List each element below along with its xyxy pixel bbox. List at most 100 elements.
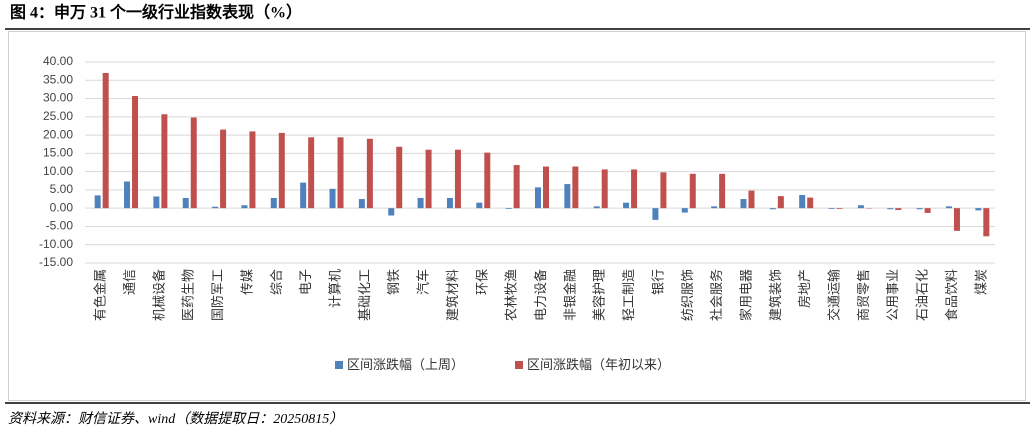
y-tick-label: 30.00 [43, 91, 73, 105]
bar [103, 73, 109, 208]
x-tick-label: 美容护理 [592, 269, 607, 321]
x-tick-label: 医药生物 [181, 269, 196, 321]
y-tick-label: 15.00 [43, 146, 73, 160]
bar [514, 165, 520, 208]
bar [330, 189, 336, 208]
bar [895, 208, 901, 210]
x-tick-label: 基础化工 [357, 269, 372, 321]
bar [271, 198, 277, 208]
bar [572, 167, 578, 209]
bar [396, 147, 402, 208]
bar [388, 208, 394, 215]
x-tick-label: 电子 [298, 269, 313, 295]
bar [954, 208, 960, 231]
x-tick-label: 交通运输 [827, 269, 842, 321]
y-tick-label: -15.00 [39, 255, 73, 269]
legend-swatch [515, 361, 523, 369]
bar [308, 137, 314, 208]
bar [124, 182, 130, 209]
y-tick-label: 5.00 [50, 182, 74, 196]
bar [652, 208, 658, 220]
bar [740, 199, 746, 208]
bar [543, 167, 549, 209]
bar [925, 208, 931, 213]
bar [338, 137, 344, 208]
x-tick-label: 银行 [650, 269, 665, 295]
bar [778, 196, 784, 208]
bar [770, 208, 776, 209]
bar [455, 150, 461, 208]
x-tick-label: 汽车 [416, 269, 431, 295]
x-tick-label: 电力设备 [533, 269, 548, 321]
bar [858, 205, 864, 208]
chart-title: 图 4：申万 31 个一级行业指数表现（%） [10, 3, 302, 22]
y-tick-label: 0.00 [50, 200, 74, 214]
legend-label: 区间涨跌幅（上周） [347, 357, 464, 372]
bar [682, 208, 688, 212]
x-tick-label: 商贸零售 [856, 269, 871, 321]
bar [132, 96, 138, 208]
bar [279, 133, 285, 208]
y-tick-label: 35.00 [43, 72, 73, 86]
bar [711, 206, 717, 208]
x-tick-label: 石油石化 [915, 269, 930, 321]
bar [623, 203, 629, 208]
y-tick-label: 40.00 [43, 54, 73, 68]
x-tick-label: 社会服务 [709, 269, 724, 321]
bar [95, 195, 101, 208]
x-tick-label: 非银金融 [562, 269, 577, 321]
bar [887, 208, 893, 209]
bar [807, 198, 813, 209]
x-tick-label: 计算机 [328, 269, 343, 308]
x-tick-label: 公用事业 [885, 269, 900, 321]
chart-frame [9, 32, 1026, 401]
bar [564, 184, 570, 208]
bar [837, 208, 843, 209]
bar [602, 169, 608, 208]
bar [631, 169, 637, 208]
source: 资料来源：财信证券、wind（数据提取日：20250815） [8, 411, 343, 427]
x-tick-label: 国防军工 [210, 269, 225, 321]
bar [183, 198, 189, 208]
x-tick-label: 钢铁 [386, 269, 401, 295]
x-tick-label: 煤炭 [973, 269, 988, 295]
legend-label: 区间涨跌幅（年初以来） [527, 357, 670, 372]
x-tick-label: 有色金属 [93, 269, 108, 321]
bar [161, 114, 167, 208]
x-tick-label: 传媒 [239, 269, 254, 295]
bar [748, 191, 754, 209]
bar [983, 208, 989, 236]
x-tick-label: 建筑材料 [445, 269, 460, 321]
bar [660, 172, 666, 208]
bar [153, 196, 159, 208]
y-tick-label: -10.00 [39, 237, 73, 251]
bar [506, 208, 512, 209]
x-tick-label: 纺织服饰 [680, 269, 695, 321]
x-tick-label: 综合 [269, 269, 284, 295]
x-tick-label: 房地产 [797, 269, 812, 308]
bar [300, 183, 306, 209]
bar [946, 206, 952, 208]
bar [799, 195, 805, 208]
bar [719, 174, 725, 208]
bar [690, 174, 696, 208]
y-tick-label: 25.00 [43, 109, 73, 123]
bar [917, 208, 923, 209]
bar [594, 206, 600, 208]
bar [212, 207, 218, 208]
x-tick-label: 家用电器 [738, 269, 753, 321]
x-tick-label: 环保 [474, 269, 489, 295]
bar [484, 153, 490, 209]
x-tick-label: 农林牧渔 [504, 269, 519, 321]
bar [220, 130, 226, 209]
bar [367, 139, 373, 208]
y-tick-label: 20.00 [43, 127, 73, 141]
x-tick-label: 通信 [122, 269, 137, 295]
bar [418, 198, 424, 208]
bar [535, 187, 541, 208]
y-tick-label: -5.00 [46, 219, 74, 233]
x-tick-label: 食品饮料 [944, 269, 959, 321]
bar [975, 208, 981, 210]
x-tick-label: 机械设备 [151, 269, 166, 321]
